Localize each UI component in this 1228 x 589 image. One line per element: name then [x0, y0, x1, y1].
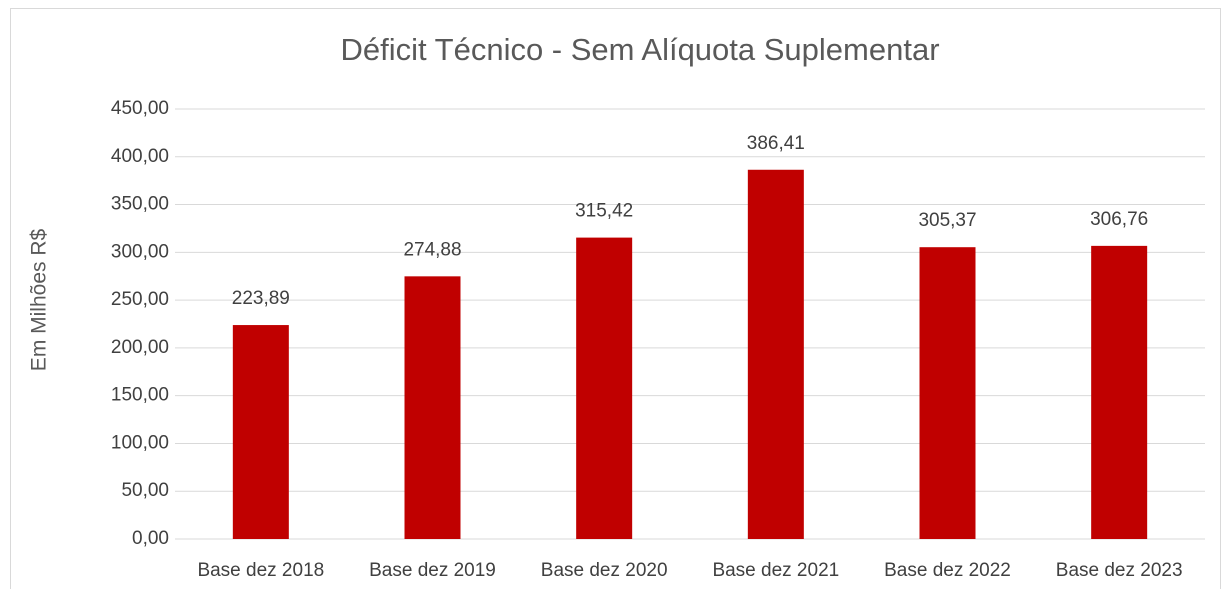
bar: [576, 237, 633, 539]
bar: [232, 325, 289, 539]
y-axis-label: Em Milhões R$: [28, 228, 51, 371]
y-tick-label: 300,00: [111, 241, 169, 262]
y-tick-label: 350,00: [111, 194, 169, 215]
data-label: 386,41: [747, 133, 805, 154]
bar: [404, 276, 461, 539]
x-tick-label: Base dez 2018: [197, 560, 324, 581]
y-tick-label: 200,00: [111, 337, 169, 358]
y-tick-label: 100,00: [111, 432, 169, 453]
bar: [919, 247, 976, 539]
x-tick-label: Base dez 2023: [1056, 560, 1183, 581]
y-tick-label: 250,00: [111, 289, 169, 310]
data-label: 305,37: [918, 210, 976, 231]
y-tick-label: 450,00: [111, 98, 169, 119]
y-tick-label: 0,00: [132, 528, 169, 549]
data-label: 223,89: [232, 288, 290, 309]
data-label: 315,42: [575, 201, 633, 222]
x-tick-label: Base dez 2022: [884, 560, 1011, 581]
data-label: 274,88: [403, 239, 461, 260]
bar: [747, 169, 804, 539]
data-label: 306,76: [1090, 209, 1148, 230]
chart-title: Déficit Técnico - Sem Alíquota Suplement…: [340, 32, 939, 67]
x-tick-label: Base dez 2019: [369, 560, 496, 581]
y-tick-label: 50,00: [121, 480, 169, 501]
x-tick-label: Base dez 2020: [541, 560, 668, 581]
y-tick-label: 400,00: [111, 146, 169, 167]
bar: [1091, 245, 1148, 539]
x-tick-label: Base dez 2021: [712, 560, 839, 581]
y-tick-label: 150,00: [111, 385, 169, 406]
